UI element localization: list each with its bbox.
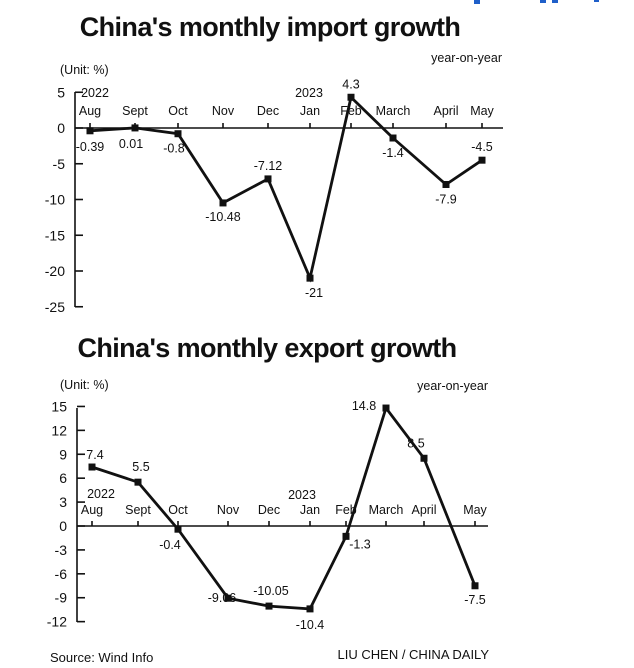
export-y-tick-label: -12 bbox=[47, 614, 67, 630]
export-data-point bbox=[88, 463, 96, 471]
import-category-label: April bbox=[433, 104, 458, 118]
import-year-2022-label: 2022 bbox=[81, 86, 109, 100]
export-series-line bbox=[91, 404, 477, 611]
import-data-label: -0.8 bbox=[163, 142, 185, 156]
import-data-label: 0.01 bbox=[119, 137, 143, 151]
export-y-tick-label: -6 bbox=[55, 566, 68, 582]
export-category-label: Aug bbox=[81, 503, 103, 517]
import-category-label: Oct bbox=[168, 104, 188, 118]
import-series-line bbox=[89, 94, 483, 283]
export-data-label: -1.3 bbox=[349, 537, 371, 551]
export-chart: 15 12 9 6 3 0 -3 -6 -9 -12 Aug Sept Oct Nov Dec Jan Feb M… bbox=[47, 398, 488, 632]
import-category-label: Aug bbox=[79, 104, 101, 118]
import-y-tick-label: -15 bbox=[45, 227, 65, 243]
import-year-2023-label: 2023 bbox=[295, 86, 323, 100]
import-y-tick-label: -5 bbox=[53, 156, 66, 172]
import-data-label: -10.48 bbox=[205, 210, 240, 224]
export-category-label: Jan bbox=[300, 503, 320, 517]
import-y-tick-label: -10 bbox=[45, 192, 65, 208]
import-data-point bbox=[306, 274, 314, 282]
export-category-label: March bbox=[369, 503, 404, 517]
export-category-label: Sept bbox=[125, 503, 151, 517]
export-data-label: -10.4 bbox=[296, 618, 325, 632]
export-data-label: 5.5 bbox=[132, 460, 149, 474]
export-y-tick-label: -3 bbox=[55, 542, 68, 558]
export-data-point bbox=[174, 525, 182, 533]
import-data-label: -1.4 bbox=[382, 146, 404, 160]
export-y-tick-label: 12 bbox=[51, 422, 67, 438]
import-data-label: -21 bbox=[305, 286, 323, 300]
export-yoy-note: year-on-year bbox=[417, 379, 488, 393]
export-data-label: 8.5 bbox=[407, 436, 424, 450]
export-data-label: 14.8 bbox=[352, 399, 376, 413]
import-data-label: -4.5 bbox=[471, 140, 493, 154]
corner-logo-fragment bbox=[474, 0, 599, 4]
import-category-label: Jan bbox=[300, 104, 320, 118]
export-data-point bbox=[306, 605, 314, 613]
import-data-point bbox=[442, 180, 450, 188]
export-data-point bbox=[265, 602, 273, 610]
export-y-tick-label: -9 bbox=[55, 590, 68, 606]
import-data-point bbox=[347, 93, 355, 101]
import-y-tick-label: -20 bbox=[45, 263, 65, 279]
import-category-label: Dec bbox=[257, 104, 279, 118]
import-y-tick-label: -25 bbox=[45, 299, 65, 315]
export-data-point bbox=[471, 582, 479, 590]
export-data-point bbox=[134, 478, 142, 486]
export-data-label: -0.4 bbox=[159, 538, 181, 552]
export-data-point bbox=[420, 454, 428, 462]
export-year-2023-label: 2023 bbox=[288, 488, 316, 502]
export-data-label: -10.05 bbox=[253, 584, 288, 598]
import-chart-title: China's monthly import growth bbox=[80, 12, 461, 42]
export-year-2022-label: 2022 bbox=[87, 487, 115, 501]
export-category-label: Oct bbox=[168, 503, 188, 517]
export-unit-label: (Unit: %) bbox=[60, 378, 109, 392]
import-yoy-note: year-on-year bbox=[431, 51, 502, 65]
import-y-tick-label: 5 bbox=[57, 84, 65, 100]
import-category-label: March bbox=[376, 104, 411, 118]
export-data-point bbox=[224, 594, 232, 602]
import-data-point bbox=[174, 130, 182, 138]
import-chart: 5 0 -5 -10 -15 -20 -25 Aug Sept Oct Nov Dec Jan Feb Ma… bbox=[45, 77, 503, 315]
import-y-tick-label: 0 bbox=[57, 120, 65, 136]
import-data-label: -0.39 bbox=[76, 140, 105, 154]
import-unit-label: (Unit: %) bbox=[60, 63, 109, 77]
export-category-label: May bbox=[463, 503, 487, 517]
import-data-label: 4.3 bbox=[342, 77, 359, 91]
export-category-label: April bbox=[411, 503, 436, 517]
export-y-tick-label: 0 bbox=[59, 518, 67, 534]
export-chart-title: China's monthly export growth bbox=[77, 333, 456, 363]
import-data-point bbox=[389, 134, 397, 142]
import-data-label: -7.9 bbox=[435, 192, 457, 206]
export-category-label: Nov bbox=[217, 503, 240, 517]
import-data-label: -7.12 bbox=[254, 159, 283, 173]
export-category-label: Dec bbox=[258, 503, 280, 517]
export-category-label: Feb bbox=[335, 503, 357, 517]
import-data-point bbox=[478, 156, 486, 164]
import-data-point bbox=[86, 127, 94, 135]
import-data-point bbox=[264, 175, 272, 183]
import-data-point bbox=[131, 124, 139, 132]
export-y-tick-label: 15 bbox=[51, 398, 67, 414]
export-y-tick-label: 6 bbox=[59, 470, 67, 486]
export-data-label: -7.5 bbox=[464, 593, 486, 607]
credit-line: LIU CHEN / CHINA DAILY bbox=[338, 647, 490, 662]
export-data-point bbox=[342, 532, 350, 540]
export-y-tick-label: 3 bbox=[59, 494, 67, 510]
import-data-point bbox=[219, 199, 227, 207]
import-category-label: Nov bbox=[212, 104, 235, 118]
export-data-label: -9.06 bbox=[208, 591, 237, 605]
source-note: Source: Wind Info bbox=[50, 650, 153, 665]
import-category-label: Sept bbox=[122, 104, 148, 118]
import-category-label: May bbox=[470, 104, 494, 118]
export-y-tick-label: 9 bbox=[59, 446, 67, 462]
import-category-label: Feb bbox=[340, 104, 362, 118]
export-data-point bbox=[382, 404, 390, 412]
export-data-label: 7.4 bbox=[86, 448, 103, 462]
